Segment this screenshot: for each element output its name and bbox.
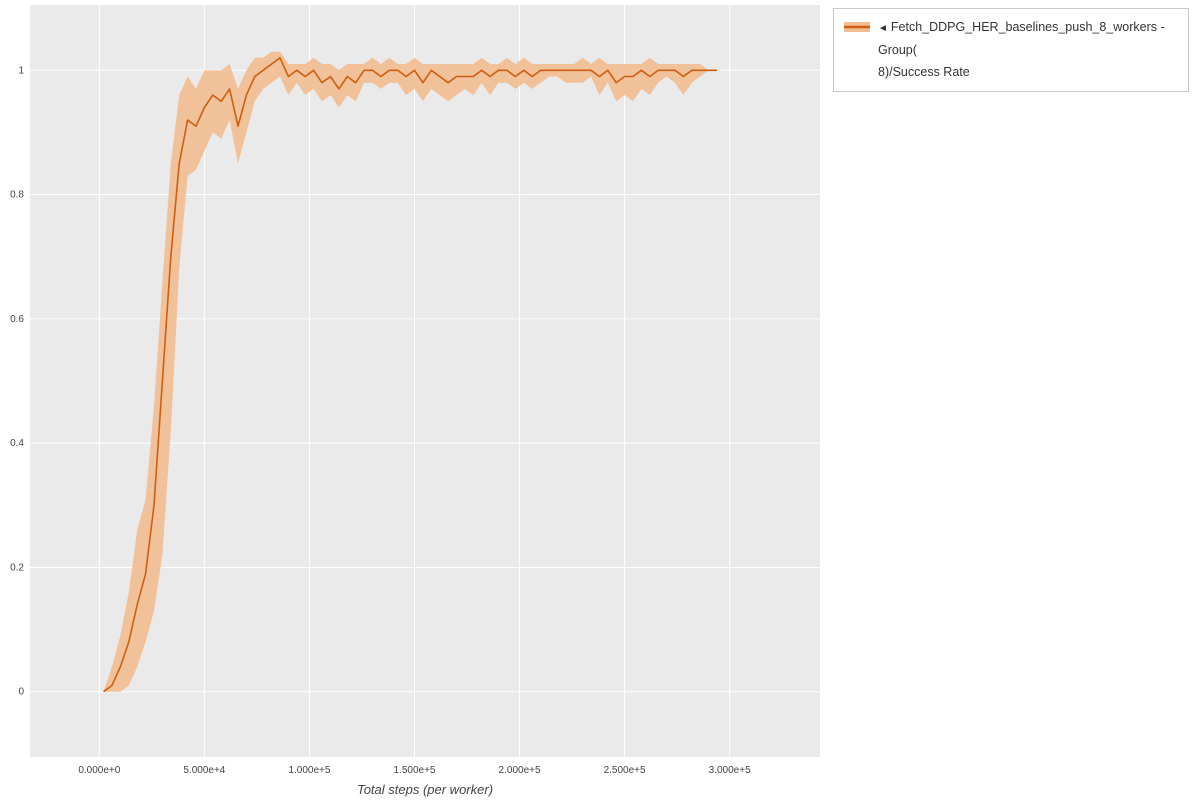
svg-text:2.500e+5: 2.500e+5	[604, 765, 646, 776]
legend-label-line2: 8)/Success Rate	[878, 65, 970, 79]
svg-text:3.000e+5: 3.000e+5	[709, 765, 751, 776]
legend-toggle-icon[interactable]: ◄	[878, 23, 888, 34]
legend-label: ◄ Fetch_DDPG_HER_baselines_push_8_workers…	[878, 16, 1178, 84]
legend-swatch-icon	[844, 22, 870, 32]
series-line	[103, 57, 717, 693]
svg-text:2.000e+5: 2.000e+5	[499, 765, 541, 776]
svg-text:0.2: 0.2	[10, 562, 24, 573]
svg-text:0: 0	[18, 687, 24, 698]
legend-label-line1: ◄ Fetch_DDPG_HER_baselines_push_8_workers…	[878, 16, 1178, 61]
x-tick-labels: 0.000e+0 5.000e+4 1.000e+5 1.500e+5 2.000e+5…	[78, 765, 751, 776]
svg-text:0.6: 0.6	[10, 314, 24, 325]
y-tick-labels: 0 0.2 0.4 0.6 0.8 1	[10, 65, 24, 697]
legend-label-text1: Fetch_DDPG_HER_baselines_push_8_workers …	[878, 20, 1165, 57]
svg-text:5.000e+4: 5.000e+4	[183, 765, 225, 776]
plot-background[interactable]	[30, 5, 820, 757]
x-axis-title: Total steps (per worker)	[356, 782, 494, 797]
legend-item[interactable]: ◄ Fetch_DDPG_HER_baselines_push_8_workers…	[833, 8, 1189, 92]
svg-text:1: 1	[18, 65, 24, 76]
svg-text:0.000e+0: 0.000e+0	[78, 765, 120, 776]
svg-text:0.4: 0.4	[10, 438, 24, 449]
svg-text:0.8: 0.8	[10, 190, 24, 201]
svg-text:1.500e+5: 1.500e+5	[393, 765, 435, 776]
svg-text:1.000e+5: 1.000e+5	[288, 765, 330, 776]
